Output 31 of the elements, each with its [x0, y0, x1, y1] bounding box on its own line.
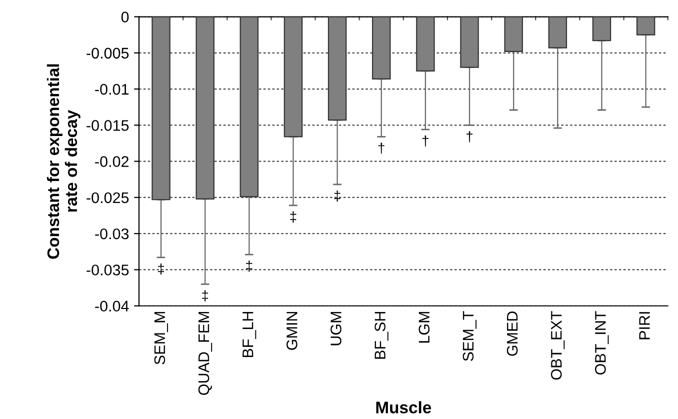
y-tick-label: -0.035 — [86, 264, 129, 276]
x-tick-label: SEM_T — [462, 311, 476, 361]
x-tick-label: BF_LH — [242, 312, 256, 358]
annotation: ‡ — [158, 263, 164, 274]
y-tick-label: 0 — [121, 12, 129, 22]
y-tick-label: -0.015 — [86, 120, 129, 131]
x-tick-label: GMED — [506, 311, 518, 356]
y-tick-label: -0.005 — [86, 48, 129, 59]
x-tick-label: GMIN — [286, 312, 298, 350]
annotation: † — [378, 142, 384, 154]
y-axis-title: Constant for exponential rate of decay — [46, 64, 80, 259]
annotation: † — [466, 131, 472, 142]
annotation: ‡ — [290, 211, 296, 222]
y-tick-label: -0.02 — [95, 156, 129, 167]
x-tick-label: OBT_EXT — [550, 311, 565, 380]
annotation: † — [422, 136, 428, 147]
x-tick-label: BF_SH — [374, 312, 388, 359]
x-tick-label: OBT_INT — [595, 311, 609, 375]
y-tick-label: -0.025 — [86, 192, 129, 204]
y-tick-label: -0.01 — [95, 84, 129, 95]
annotation: ‡ — [202, 290, 208, 302]
annotation: ‡ — [246, 260, 252, 272]
x-axis-title: Muscle — [376, 401, 432, 414]
x-tick-label: LGM — [418, 312, 430, 343]
x-tick-label: SEM_M — [154, 312, 168, 364]
annotation: ‡ — [334, 190, 340, 202]
x-tick-label: PIRI — [639, 312, 650, 340]
x-tick-label: UGM — [330, 312, 342, 346]
y-tick-label: -0.04 — [95, 300, 129, 312]
y-tick-label: -0.03 — [95, 228, 129, 240]
x-tick-label: QUAD_FEM — [198, 312, 212, 395]
